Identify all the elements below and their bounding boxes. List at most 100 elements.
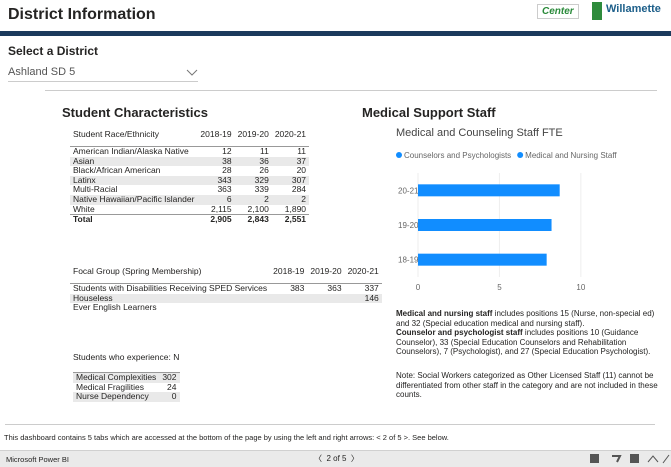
table-cell: 329 bbox=[234, 175, 272, 186]
note: Note: Social Workers categorized as Othe… bbox=[396, 371, 658, 400]
table-cell: 302 bbox=[159, 372, 180, 383]
note-paragraph: Counselor and psychologist staff include… bbox=[396, 328, 658, 357]
table-cell bbox=[270, 293, 308, 304]
table-cell: 2020-21 bbox=[344, 265, 382, 284]
title: District Information bbox=[8, 6, 156, 23]
note-paragraph: Medical and nursing staff includes posit… bbox=[396, 309, 658, 328]
y-tick-label: 20-21 bbox=[398, 186, 419, 195]
icon[interactable] bbox=[590, 454, 599, 463]
chart-title: Medical and Counseling Staff FTE bbox=[396, 127, 563, 139]
footer-text: This dashboard contains 5 tabs which are… bbox=[4, 433, 449, 442]
experience-value: N bbox=[173, 352, 180, 362]
share-icons bbox=[590, 454, 670, 464]
icon[interactable] bbox=[647, 455, 659, 463]
table-row: Medical Complexities 302 bbox=[73, 372, 180, 383]
table-cell: 0 bbox=[159, 392, 180, 402]
table-cell: 2 bbox=[271, 194, 310, 205]
table-cell: Nurse Dependency bbox=[73, 392, 160, 402]
table-cell: Multi-Racial bbox=[73, 184, 118, 195]
icon[interactable] bbox=[662, 454, 670, 464]
table-cell bbox=[345, 303, 382, 313]
focal-table: Focal Group (Spring Membership) 2018-19 20… bbox=[70, 265, 382, 313]
table-row: Black/African American 28 26 20 bbox=[70, 166, 309, 176]
separator bbox=[45, 90, 657, 91]
table-cell: Ever English Learners bbox=[73, 302, 157, 313]
table-row: Medical Fragilities 24 bbox=[73, 381, 180, 393]
table-row: American Indian/Alaska Native 12 11 11 bbox=[70, 146, 309, 157]
table-cell: Latinx bbox=[70, 175, 198, 186]
table-cell: 1,890 bbox=[284, 203, 307, 214]
table-cell bbox=[270, 303, 307, 313]
table-cell: Medical Complexities bbox=[73, 372, 160, 383]
experience: Students who experience: N bbox=[73, 352, 179, 362]
table-cell: 2019-20 bbox=[234, 128, 272, 147]
table-cell: Focal Group (Spring Membership) bbox=[70, 265, 271, 284]
table-cell: American Indian/Alaska Native bbox=[73, 146, 189, 156]
dropdown[interactable]: Ashland SD 5 bbox=[8, 66, 198, 82]
table-cell: 383 bbox=[290, 283, 305, 293]
table-cell: 284 bbox=[291, 184, 307, 195]
table-cell: Medical Fragilities bbox=[76, 381, 145, 392]
table-row: White 2,115 2,100 1,890 bbox=[70, 203, 309, 215]
table-cell: 6 bbox=[197, 194, 235, 205]
table-cell: 37 bbox=[271, 156, 310, 167]
icon[interactable] bbox=[630, 454, 639, 463]
table-cell: 2,115 bbox=[210, 203, 232, 214]
legend-dot bbox=[396, 152, 402, 158]
table-cell: 2019-20 bbox=[307, 265, 345, 284]
table-cell: 2,843 bbox=[234, 214, 272, 225]
table-cell: 20 bbox=[296, 165, 307, 176]
bar bbox=[418, 253, 547, 266]
note-text: includes positions 10 (Guidance Counselo… bbox=[396, 328, 651, 357]
experience-label: Students who experience: bbox=[73, 352, 171, 362]
table-cell: 2020-21 bbox=[271, 128, 310, 147]
pager-text: 2 of 5 bbox=[326, 454, 347, 463]
note-text: Medical and nursing staff bbox=[396, 309, 493, 318]
pager[interactable]: 〈 2 of 5 〉 bbox=[314, 454, 359, 463]
table-cell: 2,551 bbox=[271, 214, 310, 225]
x-tick-label: 10 bbox=[576, 283, 585, 292]
logo: Center bbox=[537, 4, 579, 19]
bar bbox=[418, 219, 552, 231]
table-cell: 12 bbox=[222, 146, 232, 156]
table-row: Students with Disabilities Receiving SPE… bbox=[70, 283, 382, 294]
table-cell: 11 bbox=[297, 146, 307, 156]
table-row: Houseless 146 bbox=[70, 293, 382, 304]
header-bar bbox=[0, 31, 671, 36]
selector-label: Select a District bbox=[8, 44, 99, 58]
table-cell: 28 bbox=[222, 165, 232, 176]
table-cell: 363 bbox=[327, 283, 342, 293]
table-row: Student Race/Ethnicity 2018-19 2019-20 2020… bbox=[70, 128, 310, 147]
dropdown-value: Ashland SD 5 bbox=[8, 66, 76, 78]
icon[interactable] bbox=[612, 455, 622, 463]
table-cell: 343 bbox=[197, 175, 235, 186]
table-row: Multi-Racial 363 339 284 bbox=[70, 185, 309, 195]
table-cell: 146 bbox=[344, 293, 382, 304]
legend-dot bbox=[517, 152, 524, 158]
table-cell: Native Hawaiian/Pacific Islander bbox=[70, 194, 198, 205]
table-cell: 36 bbox=[234, 156, 272, 167]
table-cell: Houseless bbox=[70, 293, 271, 304]
table-cell: 339 bbox=[254, 184, 269, 195]
table-cell: 38 bbox=[197, 156, 235, 167]
table-row: Latinx 343 329 307 bbox=[70, 175, 310, 186]
table-cell: Asian bbox=[70, 156, 198, 167]
race-table: Student Race/Ethnicity 2018-19 2019-20 2020… bbox=[70, 128, 310, 225]
status-bar bbox=[0, 450, 671, 467]
table-cell: 11 bbox=[260, 146, 269, 156]
section-title: Student Characteristics bbox=[62, 105, 208, 120]
table-row: Native Hawaiian/Pacific Islander 6 2 2 bbox=[70, 194, 310, 205]
table-cell: 307 bbox=[271, 175, 310, 186]
experience-table: Medical Complexities 302 Medical Fragiliti… bbox=[73, 372, 180, 402]
table-cell: 337 bbox=[364, 283, 379, 293]
table-cell: 26 bbox=[259, 165, 269, 176]
table-row: Total 2,905 2,843 2,551 bbox=[70, 214, 310, 225]
table-cell: Students with Disabilities Receiving SPE… bbox=[73, 283, 268, 293]
table-row: Asian 38 36 37 bbox=[70, 156, 310, 167]
table-cell bbox=[307, 303, 344, 313]
table-row: Focal Group (Spring Membership) 2018-19 20… bbox=[70, 265, 382, 284]
table-cell bbox=[307, 293, 345, 304]
y-tick-label: 19-20 bbox=[398, 221, 419, 230]
section-title: Medical Support Staff bbox=[362, 105, 496, 120]
table-row: Nurse Dependency 0 bbox=[73, 392, 180, 402]
